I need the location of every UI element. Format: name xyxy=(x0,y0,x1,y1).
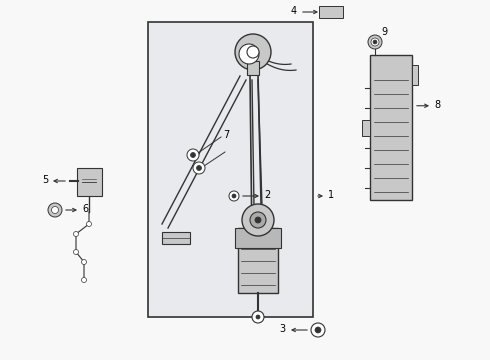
Circle shape xyxy=(242,204,274,236)
Bar xyxy=(370,55,412,200)
Circle shape xyxy=(252,311,264,323)
Circle shape xyxy=(229,191,239,201)
Text: 2: 2 xyxy=(264,190,270,200)
Bar xyxy=(412,65,418,85)
Circle shape xyxy=(255,217,261,223)
Bar xyxy=(148,22,313,317)
Text: 8: 8 xyxy=(434,100,440,110)
Circle shape xyxy=(247,46,259,58)
Circle shape xyxy=(74,249,78,255)
Text: 5: 5 xyxy=(42,175,48,185)
Text: 4: 4 xyxy=(291,6,297,16)
Text: 7: 7 xyxy=(223,130,229,140)
Circle shape xyxy=(239,44,259,64)
Circle shape xyxy=(371,38,379,46)
Circle shape xyxy=(368,35,382,49)
Circle shape xyxy=(74,231,78,237)
Circle shape xyxy=(191,153,196,158)
Circle shape xyxy=(315,327,321,333)
Text: 9: 9 xyxy=(381,27,387,37)
Circle shape xyxy=(81,260,87,265)
Circle shape xyxy=(196,166,201,171)
Circle shape xyxy=(232,194,236,198)
Bar xyxy=(362,120,370,136)
FancyBboxPatch shape xyxy=(76,167,101,195)
Bar xyxy=(247,61,259,75)
Circle shape xyxy=(311,323,325,337)
Circle shape xyxy=(187,149,199,161)
Circle shape xyxy=(235,34,271,70)
FancyBboxPatch shape xyxy=(319,6,343,18)
Text: 6: 6 xyxy=(82,204,88,214)
Circle shape xyxy=(51,207,58,213)
Circle shape xyxy=(48,203,62,217)
Text: 1: 1 xyxy=(328,190,334,200)
Text: 3: 3 xyxy=(279,324,285,334)
Circle shape xyxy=(373,40,377,44)
Bar xyxy=(235,228,281,248)
Circle shape xyxy=(256,315,260,319)
Circle shape xyxy=(193,162,205,174)
Circle shape xyxy=(250,212,266,228)
Circle shape xyxy=(81,278,87,283)
Circle shape xyxy=(87,221,92,226)
Bar xyxy=(238,228,278,293)
Bar xyxy=(162,232,190,244)
